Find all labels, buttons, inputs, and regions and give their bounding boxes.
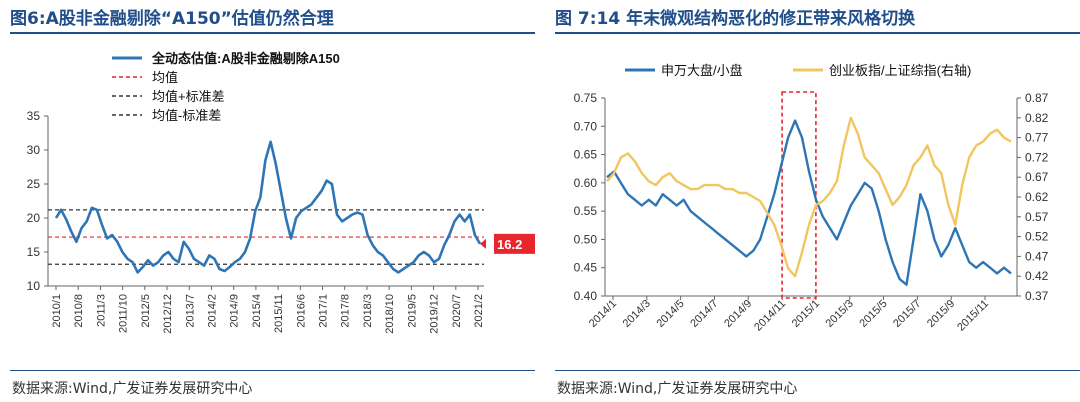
right-x-tick-label: 2014/3 [621, 298, 653, 330]
right-x-tick-label: 2015/1 [790, 298, 822, 330]
left-legend-label: 均值-标准差 [152, 108, 221, 123]
left-x-tick-label: 2011/10 [118, 294, 130, 333]
left-end-label: 16.2 [497, 237, 522, 252]
left-x-tick-label: 2012/5 [140, 294, 152, 328]
right-right-y-tick-label: 0.87 [1025, 91, 1049, 105]
left-x-tick-label: 2012/12 [162, 294, 174, 334]
left-y-tick-label: 15 [27, 245, 41, 259]
left-legend-label: 均值 [152, 70, 178, 85]
right-x-tick-label: 2014/9 [722, 298, 754, 330]
right-right-y-tick-label: 0.57 [1025, 210, 1049, 224]
right-left-y-tick-label: 0.75 [574, 91, 598, 105]
right-left-y-tick-label: 0.40 [574, 289, 598, 303]
left-x-tick-label: 2015/4 [251, 294, 263, 328]
right-left-y-tick-label: 0.65 [574, 148, 598, 162]
right-right-y-tick-label: 0.42 [1025, 269, 1049, 283]
left-x-tick-label: 2018/10 [384, 294, 396, 334]
left-series-line [54, 140, 482, 274]
right-x-tick-label: 2015/3 [824, 298, 856, 330]
left-figure-title: 图6:A股非金融剔除“A150”估值仍然合理 [10, 9, 334, 29]
left-panel: 图6:A股非金融剔除“A150”估值仍然合理 10 15 20 25 30 35 2010/… [0, 0, 535, 402]
left-x-tick-label: 2017/8 [340, 294, 352, 328]
left-legend-label: 均值+标准差 [152, 89, 225, 104]
right-right-y-tick-label: 0.37 [1025, 289, 1049, 303]
right-x-tick-label: 2015/9 [925, 298, 957, 330]
left-x-tick-label: 2010/1 [51, 294, 63, 328]
left-x-tick-label: 2014/2 [206, 294, 218, 328]
right-legend-label: 申万大盘/小盘 [661, 63, 743, 78]
right-right-y-tick-label: 0.77 [1025, 131, 1049, 145]
right-x-tick-label: 2015/5 [857, 298, 889, 330]
right-x-tick-label: 2015/11 [955, 298, 991, 334]
right-title-rule [555, 32, 1080, 34]
left-legend-label: 全动态估值:A股非金融剔除A150 [151, 51, 340, 66]
left-title-rule [10, 32, 535, 34]
left-x-tick-label: 2019/5 [406, 294, 418, 328]
left-y-tick-label: 10 [27, 279, 41, 293]
left-x-tick-label: 2011/3 [95, 294, 107, 327]
right-right-y-tick-label: 0.47 [1025, 249, 1049, 263]
right-right-y-tick-label: 0.72 [1025, 150, 1049, 164]
right-left-y-tick-label: 0.55 [574, 204, 598, 218]
right-right-y-tick-label: 0.52 [1025, 230, 1049, 244]
right-x-tick-label: 2014/11 [752, 298, 788, 334]
left-x-tick-label: 2014/9 [229, 294, 241, 328]
left-source-note: 数据来源:Wind,广发证券发展研究中心 [12, 381, 253, 397]
right-x-tick-label: 2015/7 [891, 298, 923, 330]
right-right-y-tick-label: 0.82 [1025, 111, 1049, 125]
left-end-marker [480, 238, 486, 249]
right-chart: 0.40 0.45 0.50 0.55 0.60 0.65 0.70 0.75 0.37 0.42… [574, 63, 1049, 334]
left-y-tick-label: 20 [27, 211, 41, 225]
right-right-y-tick-label: 0.67 [1025, 170, 1049, 184]
right-x-tick-label: 2014/5 [654, 298, 686, 330]
left-chart: 10 15 20 25 30 35 2010/1 2010/8 2011/3 2011/10 201… [27, 51, 535, 334]
right-left-y-tick-label: 0.45 [574, 261, 598, 275]
right-left-y-tick-label: 0.60 [574, 176, 598, 190]
left-x-tick-label: 2016/6 [295, 294, 307, 328]
left-y-tick-label: 35 [27, 109, 41, 123]
left-source-rule [10, 370, 535, 371]
left-x-tick-label: 2019/12 [429, 294, 441, 334]
left-y-tick-label: 25 [27, 177, 41, 191]
left-x-tick-label: 2015/11 [273, 294, 285, 333]
left-x-tick-label: 2017/1 [318, 294, 330, 328]
left-x-tick-label: 2010/8 [73, 294, 85, 328]
right-left-y-tick-label: 0.50 [574, 232, 598, 246]
right-x-tick-label: 2014/7 [688, 298, 720, 330]
right-series-gem-line [606, 116, 1012, 278]
right-legend-label: 创业板指/上证综指(右轴) [829, 63, 971, 78]
right-source-rule [555, 370, 1080, 371]
left-x-tick-label: 2013/7 [184, 294, 196, 328]
left-x-tick-label: 2020/7 [451, 294, 463, 328]
right-panel: 图 7:14 年末微观结构恶化的修正带来风格切换 0.40 0.45 0.50 0.5… [545, 0, 1080, 402]
left-y-tick-label: 30 [27, 143, 41, 157]
right-series-bigsmall-line [606, 119, 1012, 286]
left-x-tick-label: 2018/3 [362, 294, 374, 328]
right-figure-title: 图 7:14 年末微观结构恶化的修正带来风格切换 [555, 9, 916, 29]
right-left-y-tick-label: 0.70 [574, 119, 598, 133]
left-x-tick-label: 2021/2 [473, 294, 485, 328]
right-right-y-tick-label: 0.62 [1025, 190, 1049, 204]
right-source-note: 数据来源:Wind,广发证券发展研究中心 [557, 381, 798, 397]
left-end-label-box [494, 233, 535, 254]
